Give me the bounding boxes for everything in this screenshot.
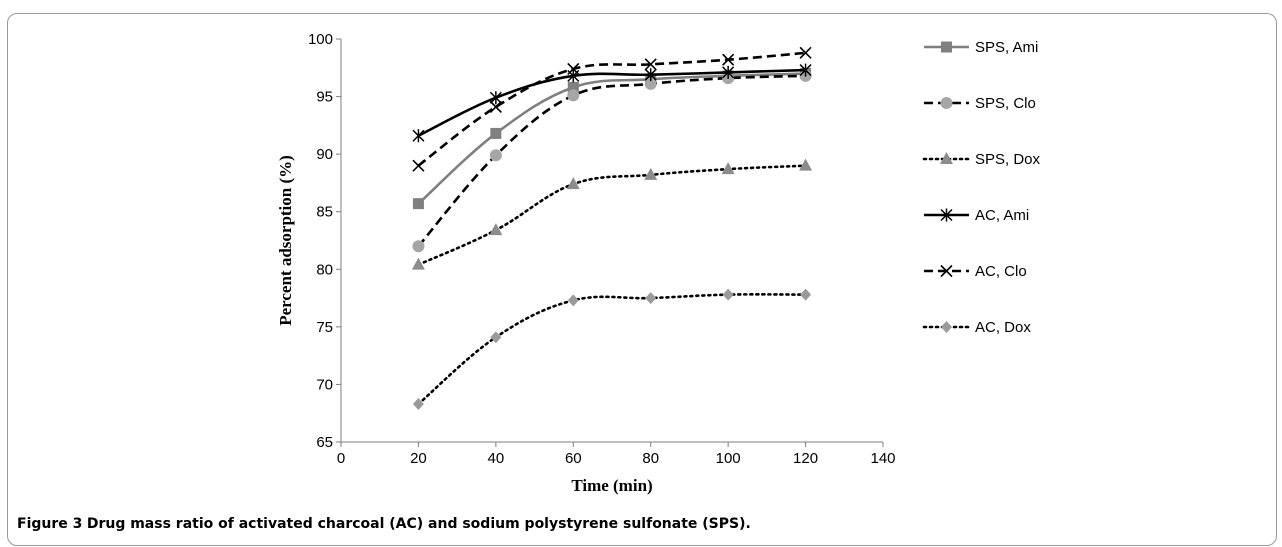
legend-marker	[941, 321, 952, 333]
data-point	[489, 100, 502, 113]
series-sps-dox	[411, 158, 813, 270]
x-tick-label: 20	[410, 450, 427, 467]
x-marker-stroke	[412, 159, 425, 172]
axes: 65 70 75 80 85 90 95 100 0 20 40 60 80 100 120 140	[308, 31, 896, 467]
y-tick-label: 85	[316, 204, 333, 221]
data-point	[644, 68, 657, 82]
caption-label: Figure 3	[17, 516, 83, 532]
legend-item-ac-dox: AC, Dox	[922, 319, 1031, 336]
legend-marker	[940, 208, 953, 222]
data-point	[412, 159, 425, 172]
data-point	[489, 91, 502, 105]
series-line	[417, 68, 806, 137]
data-point	[644, 77, 657, 90]
x-marker-stroke	[567, 62, 580, 76]
data-point	[644, 58, 657, 71]
y-tick-label: 75	[316, 319, 333, 336]
data-point	[566, 177, 580, 190]
x-tick-label: 40	[488, 450, 505, 467]
legend-label: SPS, Ami	[975, 39, 1038, 56]
y-tick-label: 65	[316, 434, 333, 451]
legend-marker	[940, 152, 953, 164]
caption-text: Drug mass ratio of activated charcoal (A…	[86, 516, 751, 532]
legend: SPS, Ami SPS, Clo SPS, Dox AC, Ami AC, Clo AC…	[922, 39, 1041, 336]
legend-label: SPS, Dox	[975, 151, 1041, 168]
legend-item-sps-ami: SPS, Ami	[924, 39, 1038, 56]
legend-label: AC, Dox	[975, 319, 1031, 336]
y-tick-label: 90	[316, 146, 333, 163]
data-point	[412, 198, 424, 210]
legend-item-ac-ami: AC, Ami	[924, 207, 1029, 224]
data-point	[490, 127, 502, 139]
series-line	[417, 293, 807, 406]
data-point	[644, 167, 658, 180]
legend-item-sps-dox: SPS, Dox	[922, 151, 1041, 168]
data-point	[722, 53, 735, 66]
figure-frame	[7, 13, 1277, 546]
data-point	[567, 294, 579, 307]
data-point	[721, 162, 735, 175]
series-line	[417, 72, 806, 205]
series-sps-clo	[412, 69, 812, 253]
data-point	[489, 149, 502, 162]
data-point	[567, 62, 580, 76]
y-tick-label: 80	[316, 261, 333, 278]
data-point	[567, 81, 579, 93]
series-line	[417, 164, 807, 266]
x-marker-stroke	[940, 264, 953, 278]
legend-item-sps-clo: SPS, Clo	[924, 95, 1036, 112]
x-tick-label: 140	[870, 450, 895, 467]
x-tick-label: 80	[642, 450, 659, 467]
series-line	[417, 51, 806, 167]
legend-label: AC, Ami	[975, 207, 1029, 224]
legend-marker	[940, 264, 953, 278]
data-point	[645, 292, 657, 305]
data-point	[800, 288, 812, 301]
series-ac-clo	[412, 46, 812, 172]
y-tick-label: 95	[316, 89, 333, 106]
series-ac-ami	[412, 63, 812, 143]
legend-label: SPS, Clo	[975, 95, 1036, 112]
data-point	[722, 288, 734, 301]
legend-item-ac-clo: AC, Clo	[924, 263, 1027, 280]
y-tick-label: 100	[308, 31, 333, 48]
data-point	[489, 223, 503, 236]
figure-caption: Figure 3 Drug mass ratio of activated ch…	[17, 516, 751, 532]
data-point	[567, 89, 580, 102]
x-tick-label: 60	[565, 450, 582, 467]
series-layer	[411, 46, 813, 411]
data-point	[799, 46, 812, 59]
legend-marker	[940, 97, 953, 109]
x-axis-title: Time (min)	[571, 476, 652, 495]
data-point	[412, 240, 425, 253]
x-tick-label: 0	[337, 450, 345, 467]
legend-label: AC, Clo	[975, 263, 1027, 280]
data-point	[411, 257, 425, 270]
x-marker-stroke	[489, 100, 502, 113]
y-tick-label: 70	[316, 376, 333, 393]
data-point	[799, 158, 813, 171]
data-point	[412, 129, 425, 143]
data-point	[490, 331, 502, 344]
x-marker-stroke	[722, 53, 735, 66]
x-marker-stroke	[644, 58, 657, 71]
data-point	[799, 63, 812, 77]
series-ac-dox	[412, 288, 812, 411]
y-axis-title: Percent adsorption (%)	[276, 155, 295, 326]
x-tick-label: 100	[716, 450, 741, 467]
series-line	[417, 74, 806, 248]
x-marker-stroke	[799, 46, 812, 59]
legend-marker	[941, 41, 952, 53]
data-point	[722, 65, 735, 79]
data-point	[412, 398, 424, 411]
x-tick-label: 120	[793, 450, 818, 467]
series-sps-ami	[412, 68, 812, 210]
